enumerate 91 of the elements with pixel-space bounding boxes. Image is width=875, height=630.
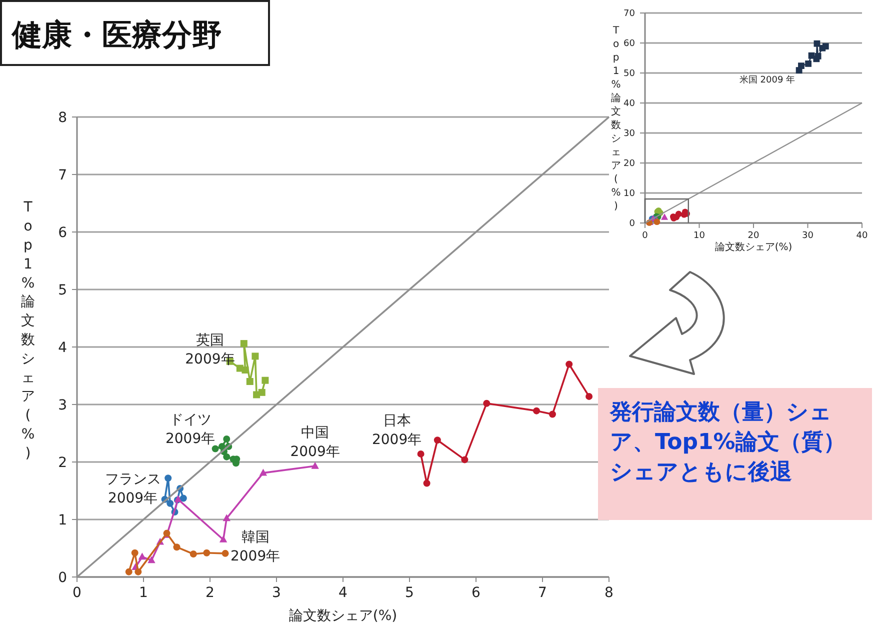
x-tick-label: 3	[272, 585, 281, 601]
series-label: ドイツ	[169, 412, 212, 428]
point	[822, 43, 829, 50]
point	[675, 210, 682, 218]
series-label: 韓国	[241, 529, 270, 546]
vertical-label: Top1%論文数シェア(%)	[21, 200, 35, 462]
y-tick-label: 50	[624, 69, 636, 80]
x-tick-label: 20	[748, 231, 760, 241]
point	[180, 494, 187, 502]
x-tick-label: 40	[856, 231, 868, 241]
point	[203, 549, 210, 556]
point	[131, 549, 138, 556]
x-tick-label: 4	[338, 585, 348, 601]
point	[548, 410, 556, 418]
series-label: 日本	[382, 412, 411, 429]
y-tick-label: 40	[624, 99, 636, 110]
point	[262, 376, 269, 384]
chart-title: 健康・医療分野	[11, 18, 222, 53]
point	[805, 60, 812, 67]
series-label: 英国	[196, 332, 224, 348]
point	[134, 568, 142, 576]
point	[566, 360, 573, 368]
point	[461, 456, 468, 464]
vertical-label: Top1%論文数シェア(%)	[611, 26, 621, 212]
y-tick-label: 60	[624, 39, 636, 50]
point	[246, 378, 254, 385]
point	[814, 40, 820, 47]
point	[148, 556, 156, 564]
x-tick-label: 8	[604, 585, 614, 601]
x-tick-label: 5	[405, 585, 414, 601]
annotation: 2009年	[166, 430, 216, 447]
point	[166, 500, 174, 507]
point	[417, 450, 424, 458]
point	[138, 552, 146, 560]
point	[586, 392, 593, 400]
y-tick-label: 7	[58, 167, 67, 184]
annotation: 2009年	[372, 432, 422, 448]
point	[798, 62, 804, 69]
x-axis-title: 論文数シェア(%)	[714, 241, 792, 253]
x-tick-label: 0	[642, 231, 648, 241]
point	[423, 480, 430, 487]
y-tick-label: 20	[624, 159, 636, 170]
point	[814, 53, 822, 60]
y-tick-label: 2	[58, 454, 67, 471]
point	[259, 468, 268, 476]
point	[190, 550, 197, 558]
annotation: 2009 年	[760, 74, 796, 86]
point	[434, 436, 441, 444]
point	[252, 352, 259, 360]
point	[212, 445, 219, 452]
x-axis-title: 論文数シェア(%)	[288, 608, 398, 624]
point	[661, 213, 668, 220]
x-tick-label: 0	[72, 585, 82, 601]
y-tick-label: 4	[58, 340, 68, 356]
point	[258, 388, 266, 396]
point	[240, 340, 248, 348]
point	[164, 474, 172, 482]
text: 米国	[739, 74, 760, 86]
y-tick-label: 0	[58, 570, 67, 586]
point	[222, 550, 229, 557]
x-tick-label: 2	[206, 585, 214, 601]
annotation: 2009年	[230, 548, 280, 564]
point	[223, 453, 230, 460]
point	[219, 535, 228, 542]
x-tick-label: 10	[694, 231, 706, 241]
x-tick-label: 1	[139, 585, 148, 601]
point	[483, 400, 490, 407]
point	[311, 462, 319, 469]
y-tick-label: 70	[624, 9, 636, 20]
point	[173, 544, 180, 551]
y-tick-label: 8	[58, 110, 67, 126]
y-tick-label: 10	[624, 189, 636, 200]
point	[222, 514, 230, 522]
annotation: 2009年	[290, 444, 340, 460]
x-tick-label: 30	[802, 231, 814, 241]
annotation: 2009年	[108, 490, 158, 506]
x-tick-label: 7	[538, 585, 547, 601]
point	[223, 436, 230, 442]
x-tick-label: 6	[472, 585, 481, 601]
y-tick-label: 1	[58, 512, 67, 528]
y-tick-label: 0	[629, 219, 636, 230]
point	[125, 568, 132, 576]
y-tick-label: 3	[58, 397, 67, 414]
text: 発行論文数（量）シェア、Top1%論文（質）シェアともに後退	[598, 388, 872, 520]
point	[533, 407, 540, 414]
series-label: 中国	[301, 425, 330, 442]
point	[242, 366, 249, 374]
annotation: 2009年	[185, 351, 235, 368]
y-tick-label: 30	[624, 129, 636, 140]
series-label: フランス	[104, 471, 161, 488]
y-tick-label: 5	[58, 282, 67, 298]
